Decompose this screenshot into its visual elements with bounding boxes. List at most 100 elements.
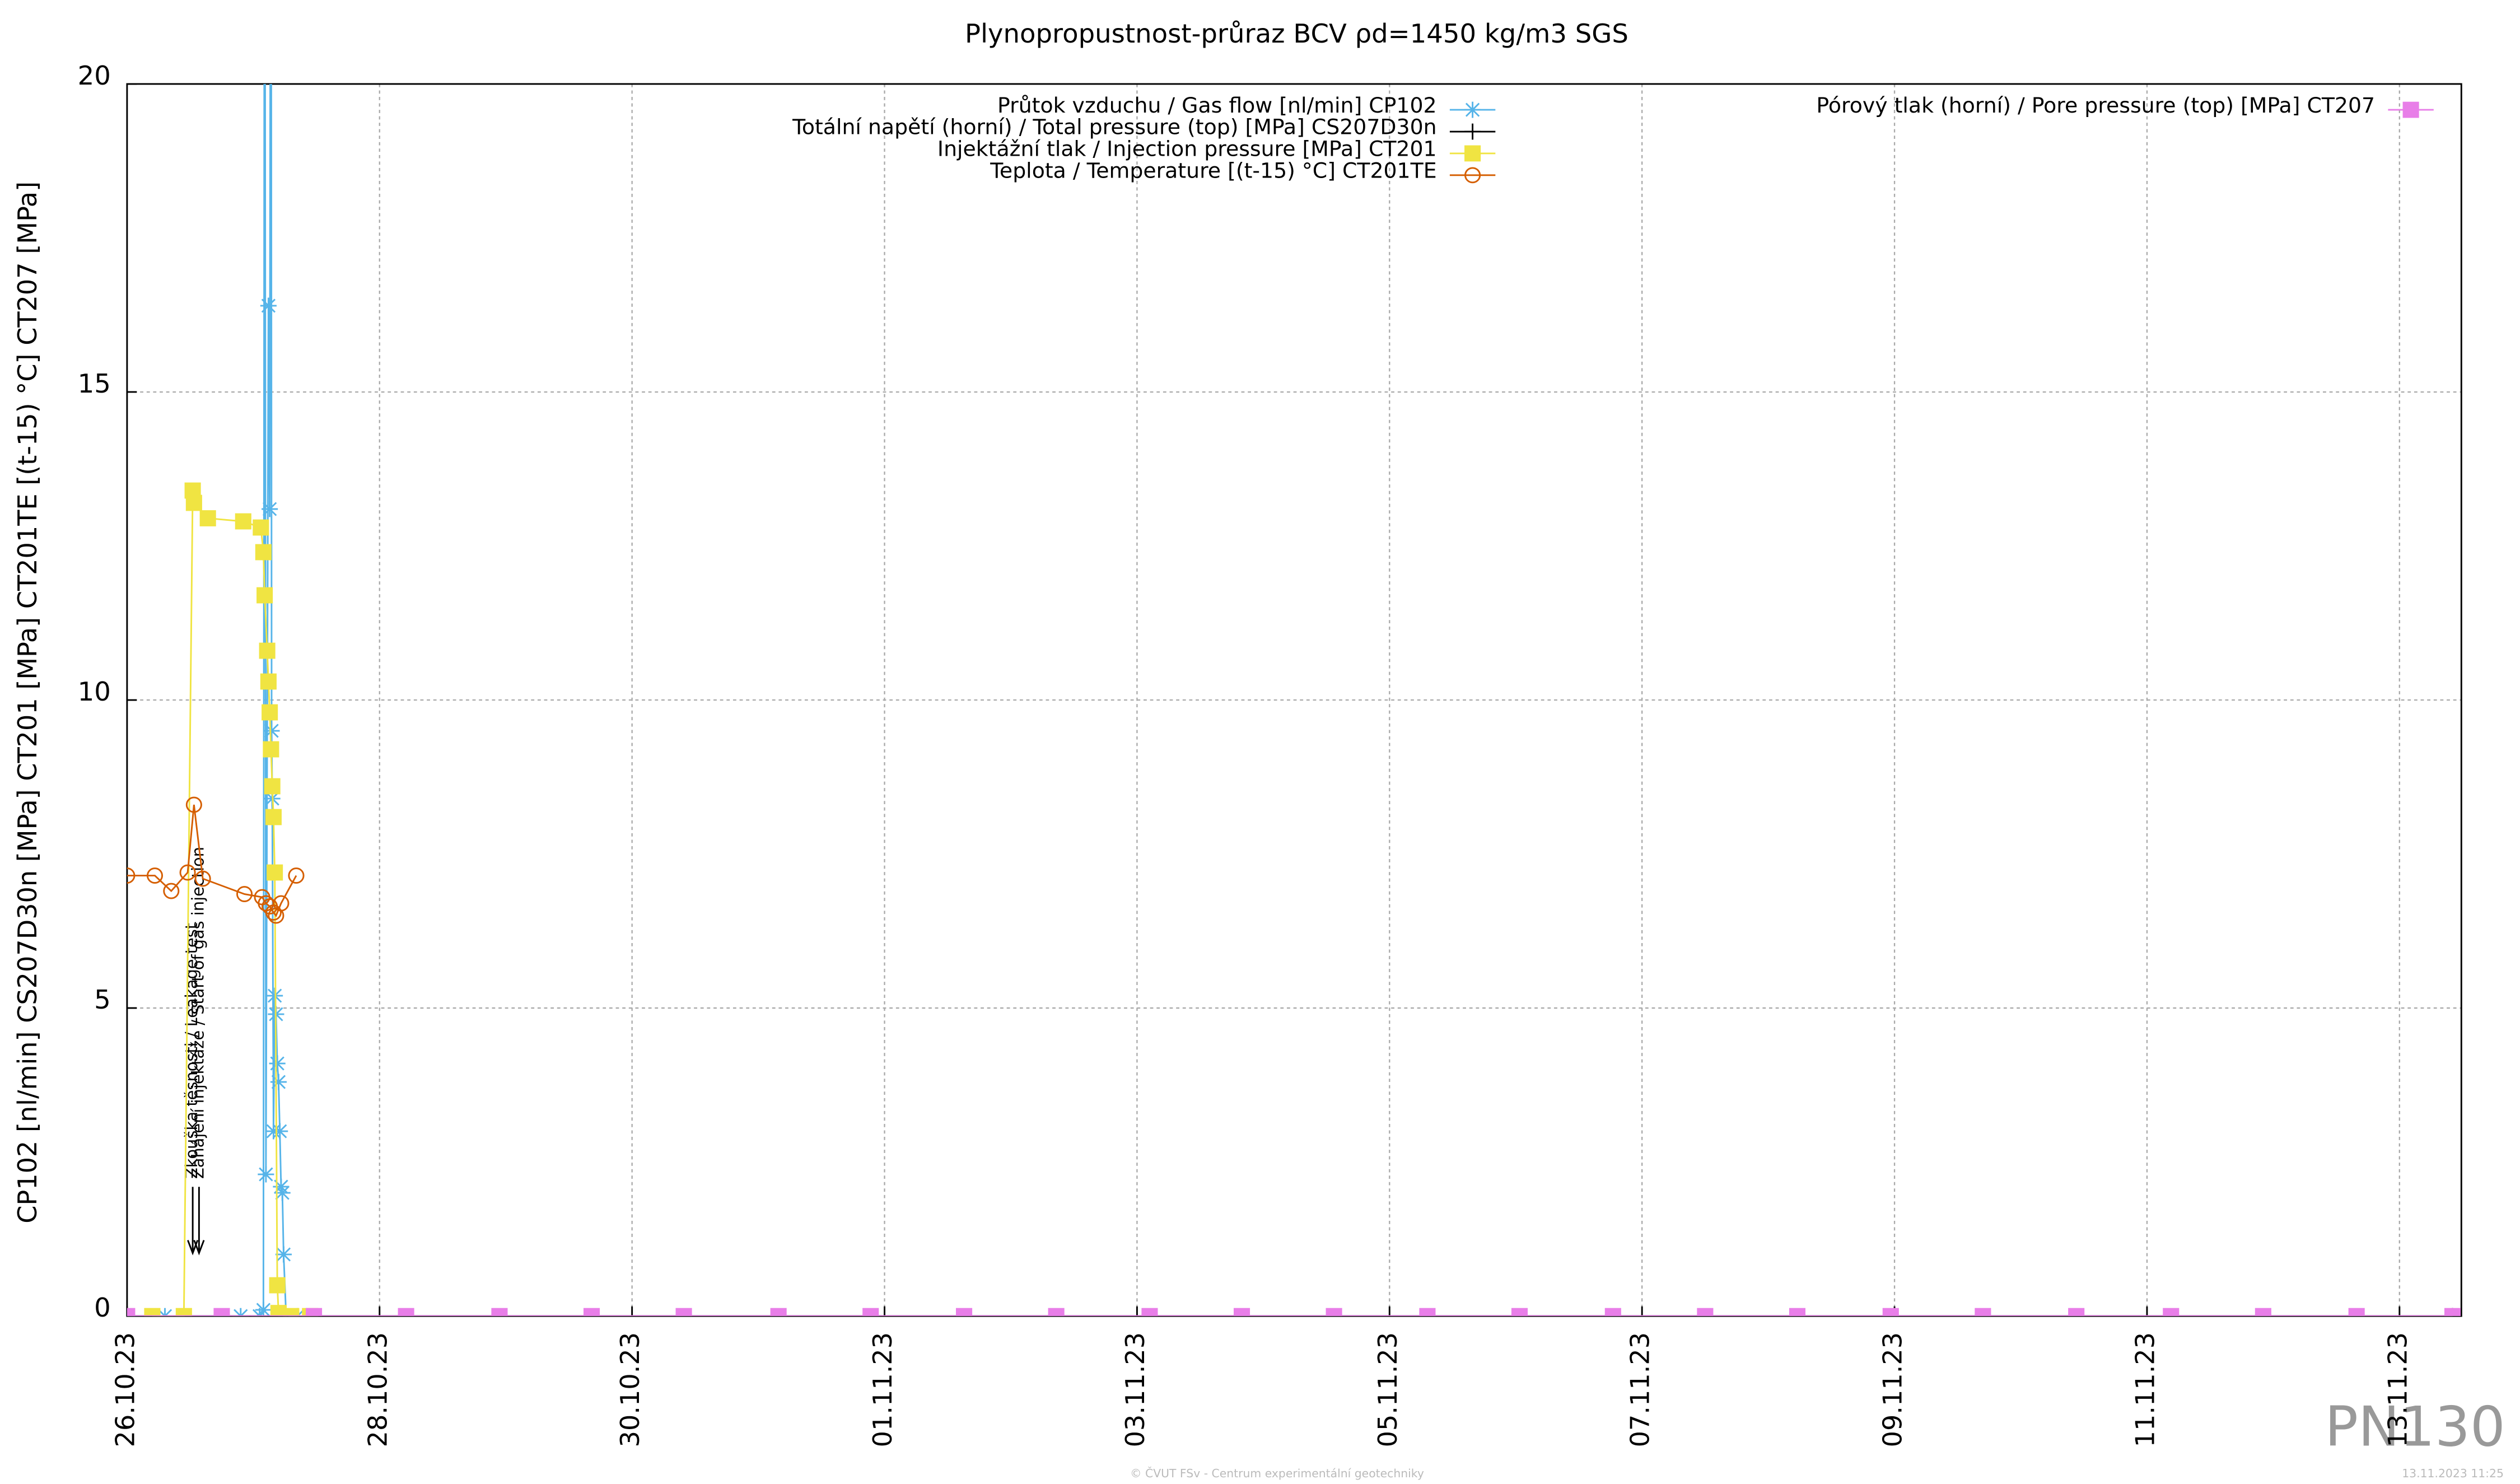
marker <box>770 1308 787 1317</box>
marker <box>146 867 164 884</box>
footer: © ČVUT FSv - Centrum experimentální geot… <box>1130 1467 1424 1480</box>
marker <box>1975 1308 1991 1317</box>
legend-marker <box>1464 167 1481 184</box>
marker <box>262 704 278 721</box>
marker <box>288 867 305 884</box>
timestamp: 13.11.2023 11:25 <box>2402 1467 2504 1480</box>
marker <box>267 864 283 881</box>
marker <box>127 867 136 884</box>
marker <box>1326 1308 1342 1317</box>
marker <box>260 297 277 314</box>
marker <box>675 1308 692 1317</box>
legend-label: Teplota / Temperature [(t-15) °C] CT201T… <box>990 158 1436 183</box>
marker <box>1511 1308 1528 1317</box>
legend-marker <box>1464 145 1481 162</box>
marker <box>2348 1308 2365 1317</box>
legend-label: Totální napětí (horní) / Total pressure … <box>792 115 1436 139</box>
legend-label: Průtok vzduchu / Gas flow [nl/min] CP102 <box>997 93 1437 118</box>
marker <box>1141 1308 1158 1317</box>
annotation: Zahájení injektáže / Start of gas inject… <box>188 847 207 1179</box>
marker <box>263 741 279 758</box>
marker <box>1233 1308 1250 1317</box>
marker <box>273 1178 290 1195</box>
marker <box>163 883 180 899</box>
x-tick-label: 28.10.23 <box>362 1332 393 1447</box>
marker <box>2163 1308 2180 1317</box>
x-tick-label: 11.11.23 <box>2130 1332 2160 1447</box>
y-tick-label: 20 <box>78 60 111 91</box>
marker <box>270 1305 287 1317</box>
marker <box>185 494 202 511</box>
marker <box>255 1301 272 1317</box>
marker <box>263 722 280 739</box>
plot-area <box>127 83 2461 1317</box>
marker <box>127 1308 136 1317</box>
series-line <box>127 804 297 917</box>
marker <box>2068 1308 2085 1317</box>
marker <box>2255 1308 2271 1317</box>
marker <box>491 1308 508 1317</box>
marker <box>274 1184 291 1201</box>
marker <box>269 1277 286 1294</box>
marker <box>175 1308 192 1317</box>
marker <box>255 544 272 561</box>
x-tick-label: 26.10.23 <box>110 1332 140 1447</box>
marker <box>258 1166 274 1183</box>
marker <box>273 895 290 912</box>
marker <box>213 1308 230 1317</box>
legend-marker <box>1464 123 1481 140</box>
x-tick-label: 30.10.23 <box>615 1332 645 1447</box>
marker <box>253 519 269 536</box>
marker <box>260 673 277 690</box>
marker <box>194 870 211 887</box>
x-tick-label: 13.11.23 <box>2382 1332 2412 1447</box>
marker <box>265 809 282 825</box>
marker <box>1697 1308 1714 1317</box>
marker <box>144 1308 161 1317</box>
chart-title: Plynopropustnost-průraz BCV ρd=1450 kg/m… <box>965 18 1628 49</box>
marker <box>256 587 273 604</box>
marker <box>1048 1308 1065 1317</box>
marker <box>259 642 276 659</box>
marker <box>269 1055 286 1072</box>
marker <box>179 864 196 881</box>
marker <box>236 886 253 902</box>
marker <box>305 1308 323 1317</box>
marker <box>2444 1308 2461 1317</box>
y-tick-label: 15 <box>78 368 111 399</box>
marker <box>283 1308 300 1317</box>
marker <box>1882 1308 1899 1317</box>
marker <box>583 1308 600 1317</box>
y-tick-label: 10 <box>78 676 111 707</box>
watermark: PN130 <box>2325 1396 2505 1459</box>
y-tick-label: 5 <box>94 984 111 1015</box>
annotation-arrowhead <box>193 1240 205 1256</box>
legend-marker <box>1464 101 1481 118</box>
marker <box>1419 1308 1436 1317</box>
marker <box>956 1308 973 1317</box>
marker <box>185 796 202 813</box>
legend-marker <box>2402 101 2419 118</box>
x-tick-label: 07.11.23 <box>1625 1332 1655 1447</box>
marker <box>235 513 251 530</box>
y-tick-label: 0 <box>94 1292 111 1323</box>
x-tick-label: 03.11.23 <box>1120 1332 1150 1447</box>
x-tick-label: 05.11.23 <box>1373 1332 1403 1447</box>
marker <box>270 1074 287 1090</box>
marker <box>862 1308 879 1317</box>
marker <box>275 1246 292 1263</box>
marker <box>272 1123 288 1140</box>
marker <box>398 1308 414 1317</box>
marker <box>262 501 278 517</box>
legend-label: Injektážní tlak / Injection pressure [MP… <box>937 137 1437 161</box>
marker <box>264 778 281 795</box>
marker <box>1789 1308 1806 1317</box>
x-tick-label: 01.11.23 <box>867 1332 898 1447</box>
legend-label: Pórový tlak (horní) / Pore pressure (top… <box>1816 93 2375 118</box>
marker <box>199 510 216 526</box>
y-axis-label: CP102 [nl/min] CS207D30n [MPa] CT201 [MP… <box>12 181 43 1224</box>
marker <box>1604 1308 1621 1317</box>
x-tick-label: 09.11.23 <box>1877 1332 1907 1447</box>
